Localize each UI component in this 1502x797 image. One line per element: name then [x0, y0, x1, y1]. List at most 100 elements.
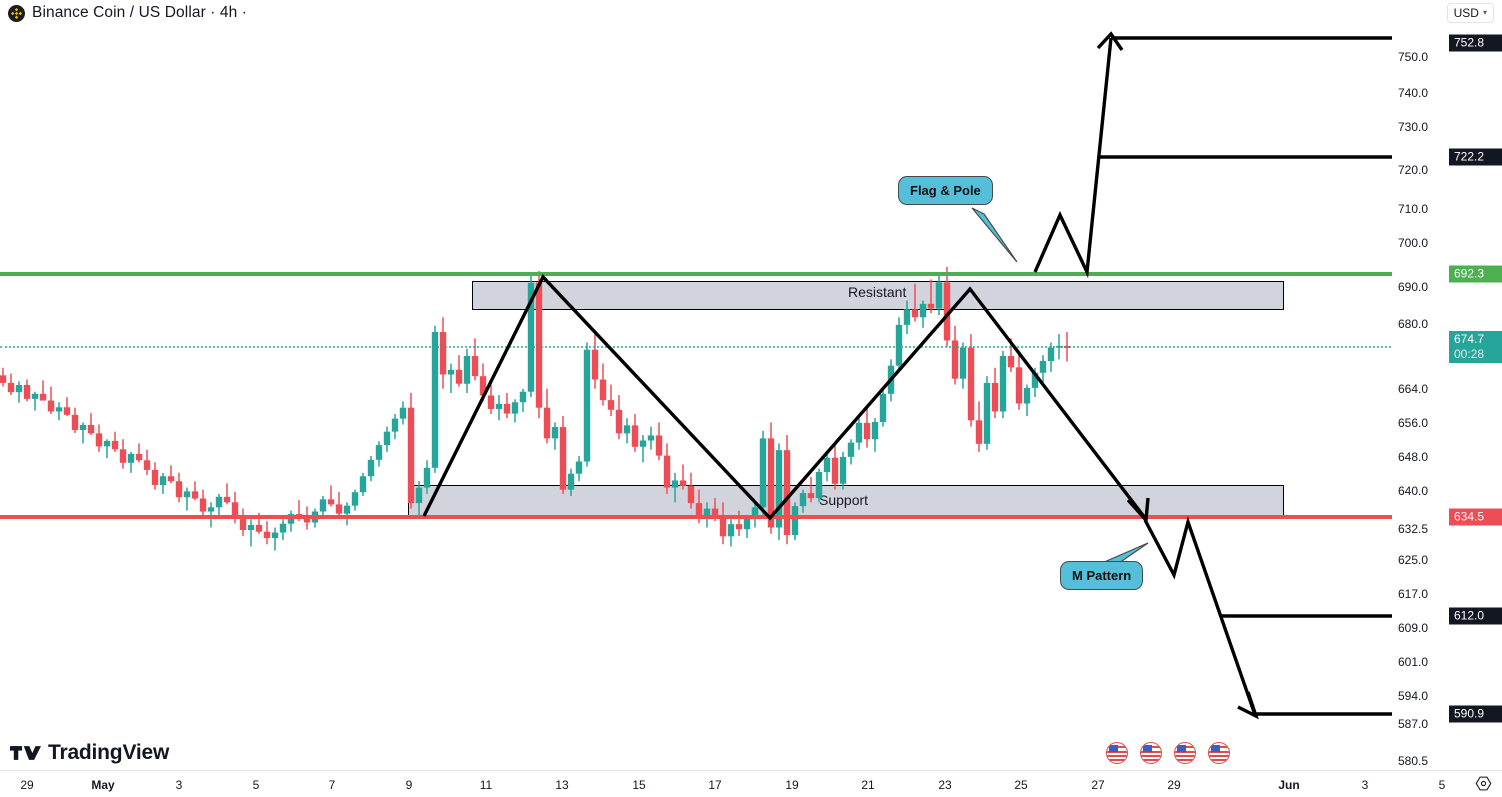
candle-body: [719, 515, 727, 537]
us-flag-icon[interactable]: [1174, 742, 1196, 764]
candle-body: [159, 476, 167, 486]
chevron-down-icon: ▾: [1482, 8, 1487, 17]
candle-body: [215, 496, 223, 508]
candle-body: [1039, 361, 1047, 373]
candle-body: [999, 355, 1007, 412]
candle-body: [319, 499, 327, 512]
candle-body: [799, 493, 807, 507]
time-tick: 21: [861, 778, 875, 792]
candle-body: [383, 431, 391, 446]
candle-body: [983, 382, 991, 444]
candle-body: [399, 407, 407, 419]
time-tick: 7: [328, 778, 336, 792]
candle-body: [783, 450, 791, 536]
price-tick: 580.5: [1398, 754, 1429, 768]
price-axis[interactable]: 750.0 740.0 730.0 720.0 710.0 700.0 690.0 680.0…: [1392, 0, 1447, 770]
candle-body: [119, 449, 127, 463]
economic-event-icons[interactable]: [1106, 742, 1230, 764]
last-price-badge: 674.7 00:28: [1449, 331, 1502, 363]
time-tick: 29: [20, 778, 34, 792]
candle-body: [863, 422, 871, 440]
candle-body: [871, 421, 879, 440]
candle-body: [639, 440, 647, 447]
time-tick: 19: [785, 778, 799, 792]
time-tick: 27: [1091, 778, 1105, 792]
us-flag-icon[interactable]: [1208, 742, 1230, 764]
candle-body: [7, 382, 15, 393]
price-tick: 750.0: [1398, 50, 1429, 64]
candle-body: [31, 393, 39, 399]
candle-body: [335, 504, 343, 514]
candle-body: [95, 433, 103, 447]
candle-body: [1031, 372, 1039, 388]
resistance-level-badge: 692.3: [1449, 265, 1502, 283]
candle-body: [847, 442, 855, 457]
price-tick: 720.0: [1398, 163, 1429, 177]
candle-body: [447, 369, 455, 375]
candle-body: [631, 425, 639, 447]
flag-and-pole-callout[interactable]: Flag & Pole: [898, 176, 993, 205]
candle-body: [175, 481, 183, 498]
candle-body: [263, 531, 271, 539]
candle-body: [575, 461, 583, 474]
candle-body: [735, 524, 743, 530]
chart-settings-icon[interactable]: [1475, 775, 1492, 792]
candle-body: [831, 457, 839, 484]
candle-body: [439, 332, 447, 375]
m-pattern-callout[interactable]: M Pattern: [1060, 561, 1144, 590]
candle-body: [359, 476, 367, 493]
tradingview-logo: TradingView: [10, 741, 169, 765]
candle-body: [191, 491, 199, 499]
last-price-value: 674.7: [1454, 332, 1485, 346]
price-tick: 700.0: [1398, 236, 1429, 250]
candle-body: [759, 438, 767, 508]
time-tick: 23: [938, 778, 952, 792]
candle-body: [279, 523, 287, 533]
time-tick: 3: [1361, 778, 1369, 792]
candle-body: [71, 414, 79, 430]
candle-body: [855, 422, 863, 443]
candle-body: [679, 480, 687, 486]
candle-body: [103, 440, 111, 447]
candle-body: [207, 507, 215, 512]
price-tick: 710.0: [1398, 202, 1429, 216]
candle-body: [815, 472, 823, 499]
bnb-coin-icon: [8, 4, 25, 22]
candle-body: [887, 365, 895, 394]
support-level-badge: 634.5: [1449, 508, 1502, 526]
candle-body: [943, 282, 951, 341]
candle-body: [591, 349, 599, 380]
candle-body: [903, 309, 911, 325]
candle-body: [687, 485, 695, 504]
price-tick: 648.0: [1398, 450, 1429, 464]
us-flag-icon[interactable]: [1140, 742, 1162, 764]
time-axis[interactable]: 29 May 3 5 7 9 11 13 15 17 19 21 23 25 27 29 Jun 3 5: [0, 770, 1502, 797]
time-tick: 15: [632, 778, 646, 792]
candle-body: [87, 424, 95, 434]
candle-body: [839, 456, 847, 484]
currency-label: USD: [1453, 6, 1479, 20]
candle-body: [479, 376, 487, 396]
price-tick: 740.0: [1398, 86, 1429, 100]
us-flag-icon[interactable]: [1106, 742, 1128, 764]
candle-body: [471, 355, 479, 377]
price-tick: 617.0: [1398, 587, 1429, 601]
candle-body: [327, 499, 335, 505]
target-722-badge: 722.2: [1449, 148, 1502, 166]
candle-body: [959, 347, 967, 379]
candle-body: [247, 524, 255, 531]
time-tick: Jun: [1278, 778, 1300, 792]
candlestick-series: [0, 266, 1071, 551]
price-tick: 625.0: [1398, 553, 1429, 567]
chart-pane[interactable]: Resistant Support 750.0 740.0 730.0 720.0 71…: [0, 0, 1447, 770]
candle-body: [615, 409, 623, 434]
price-tick: 680.0: [1398, 317, 1429, 331]
time-tick: 29: [1167, 778, 1181, 792]
currency-selector[interactable]: USD ▾: [1446, 3, 1494, 23]
resistance-level-line: [0, 272, 1447, 276]
candle-body: [743, 518, 751, 530]
time-tick: 13: [555, 778, 569, 792]
candle-body: [79, 424, 87, 430]
candle-body: [23, 384, 31, 399]
